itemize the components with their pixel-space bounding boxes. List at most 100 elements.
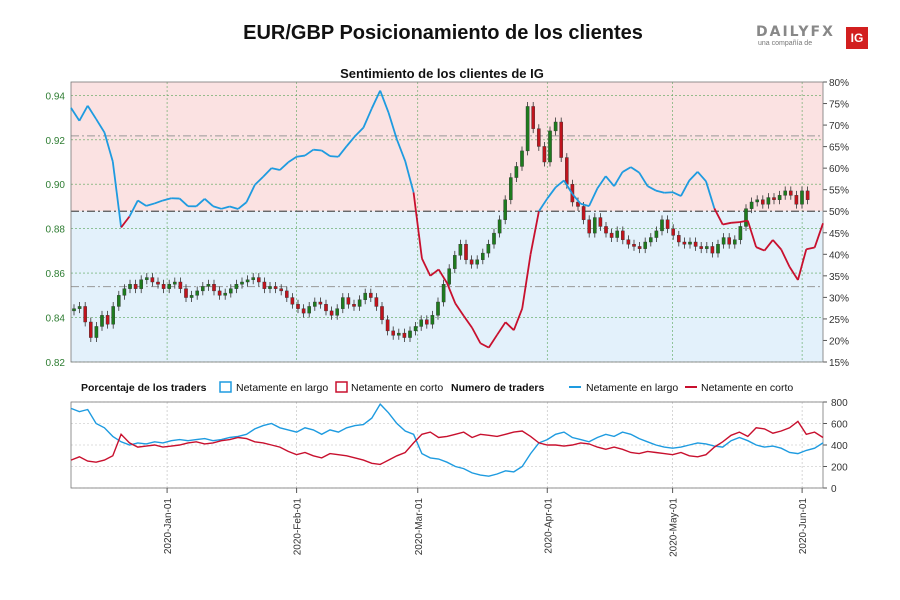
legend-label-short-percent: Netamente en corto (351, 382, 443, 394)
count-y-tick-label: 0 (831, 484, 837, 495)
main-chart-title: Sentimiento de los clientes de IG (340, 66, 544, 81)
percent-long-segment (321, 149, 331, 157)
percent-long-segment (655, 189, 665, 194)
candle (167, 284, 172, 289)
percent-long-segment (111, 161, 123, 228)
candle (245, 279, 250, 283)
candle (514, 166, 519, 178)
candle (279, 288, 284, 292)
legend-title-percent: Porcentaje de los traders (81, 382, 207, 394)
percent-long-segment (212, 205, 222, 210)
candle (329, 310, 334, 316)
candle (537, 128, 541, 147)
candle (116, 295, 121, 307)
logo-subtitle: una compañía de (758, 40, 813, 47)
candle (447, 268, 452, 285)
candle (800, 190, 804, 205)
candle (520, 150, 524, 167)
percent-long-segment (613, 171, 624, 187)
percent-long-segment (555, 179, 565, 188)
percent-long-segment (496, 321, 507, 336)
percent-long-segment (78, 105, 89, 122)
candle (240, 281, 244, 285)
candle (643, 241, 647, 249)
candle (749, 201, 754, 209)
x-tick-label: 2020-Mar-01 (414, 498, 425, 556)
candle (609, 232, 614, 238)
candle (184, 288, 188, 298)
y-right-tick-label: 50% (829, 207, 849, 218)
percent-long-segment (179, 197, 189, 207)
candle (436, 301, 440, 316)
percent-long-segment (195, 198, 206, 208)
candle (593, 217, 597, 234)
candle (699, 246, 703, 249)
candle (766, 197, 771, 205)
ig-badge: IG (846, 27, 868, 49)
candle (111, 306, 115, 325)
percent-long-segment (529, 211, 540, 255)
candle (206, 284, 211, 287)
percent-long-segment (797, 249, 808, 281)
y-right-tick-label: 70% (829, 121, 849, 132)
long-count-line (70, 402, 824, 477)
candle (189, 295, 194, 298)
candle (391, 330, 396, 336)
percent-long-segment (237, 201, 248, 210)
percent-long-segment (622, 166, 632, 173)
candle (346, 297, 351, 305)
candle (772, 197, 776, 200)
candle (363, 292, 368, 300)
candle (133, 284, 138, 289)
short-count-line (70, 420, 824, 466)
candle (531, 106, 535, 129)
candle (464, 244, 468, 260)
y-right-tick-label: 30% (829, 293, 849, 304)
trader-count-panel: 0 200 400 600 800 2020-Jan-01 2020-Feb-01 2020-… (70, 398, 848, 557)
short-zone-bg (71, 82, 823, 212)
percent-long-segment (638, 172, 649, 187)
y-right-tick-label: 65% (829, 143, 849, 154)
candle (621, 230, 625, 240)
percent-long-segment (396, 139, 407, 162)
candle (475, 259, 480, 265)
x-tick-label: 2020-Feb-01 (293, 498, 304, 556)
percent-long-segment (354, 126, 365, 137)
candle (380, 306, 384, 320)
candle (710, 246, 715, 254)
candle (228, 288, 233, 294)
percent-long-segment (806, 246, 815, 251)
percent-long-segment (379, 90, 390, 113)
percent-long-segment (571, 193, 582, 205)
y-right-tick-label: 45% (829, 229, 849, 240)
candle (413, 326, 418, 332)
percent-long-segment (262, 167, 273, 178)
candle (458, 244, 463, 256)
count-y-tick-label: 600 (831, 420, 848, 431)
candle (217, 290, 222, 296)
percent-long-segment (137, 199, 147, 207)
candle (671, 228, 675, 236)
candle (553, 121, 558, 132)
legend-swatch-long-percent (219, 381, 232, 393)
percent-long-segment (471, 327, 482, 344)
candle (77, 306, 82, 309)
candle (525, 106, 530, 152)
legend-title-count: Numero de traders (451, 382, 545, 394)
candle (144, 277, 149, 280)
candle (632, 244, 636, 247)
candle (665, 219, 670, 229)
percent-long-segment (772, 239, 782, 251)
percent-long-segment (521, 254, 532, 309)
percent-long-segment (412, 192, 423, 259)
percent-long-segment (86, 105, 97, 120)
candle (783, 190, 787, 196)
candle (548, 130, 552, 163)
candle (83, 306, 87, 323)
candle (318, 301, 323, 305)
percent-long-segment (329, 155, 339, 158)
percent-long-segment (346, 135, 356, 147)
candle (727, 237, 731, 245)
candle (604, 226, 608, 234)
candle (755, 199, 759, 203)
